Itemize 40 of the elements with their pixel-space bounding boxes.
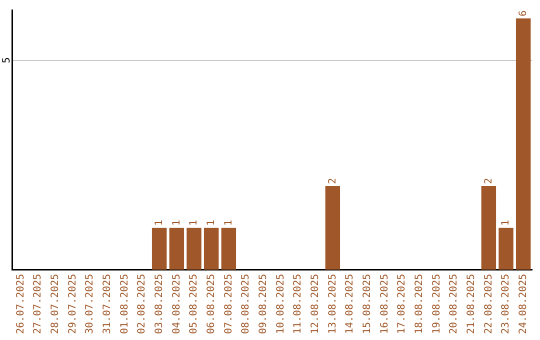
x-tick-label: 12.08.2025 xyxy=(310,274,321,334)
data-label: 1 xyxy=(500,220,512,226)
x-tick-label: 22.08.2025 xyxy=(483,274,494,334)
x-tick-label: 14.08.2025 xyxy=(344,274,356,334)
x-tick-label: 24.08.2025 xyxy=(518,274,529,334)
data-label: 1 xyxy=(171,220,182,226)
x-tick-label: 21.08.2025 xyxy=(466,274,477,334)
x-tick-label: 30.07.2025 xyxy=(84,274,96,334)
x-tick-label: 10.08.2025 xyxy=(275,274,286,334)
x-tick-label: 20.08.2025 xyxy=(448,274,460,334)
x-tick-label: 31.07.2025 xyxy=(102,274,113,334)
data-label: 6 xyxy=(518,10,529,16)
y-tick-label: 5 xyxy=(2,57,13,64)
x-tick-label: 04.08.2025 xyxy=(171,274,182,334)
x-tick-label: 23.08.2025 xyxy=(500,274,512,334)
x-tick-label: 07.08.2025 xyxy=(223,274,234,334)
x-tick-label: 05.08.2025 xyxy=(188,274,200,334)
data-label: 1 xyxy=(206,220,217,226)
x-tick-label: 09.08.2025 xyxy=(258,274,269,334)
data-label: 2 xyxy=(483,178,494,184)
x-tick-label: 11.08.2025 xyxy=(292,274,304,334)
x-tick-label: 27.07.2025 xyxy=(32,274,44,334)
x-tick-label: 02.08.2025 xyxy=(136,274,148,334)
x-tick-label: 16.08.2025 xyxy=(379,274,390,334)
x-tick-label: 28.07.2025 xyxy=(50,274,61,334)
x-tick-label: 06.08.2025 xyxy=(206,274,217,334)
x-tick-label: 19.08.2025 xyxy=(431,274,442,334)
x-tick-label: 03.08.2025 xyxy=(154,274,165,334)
x-tick-label: 01.08.2025 xyxy=(119,274,130,334)
data-label: 1 xyxy=(188,220,200,226)
x-tick-label: 15.08.2025 xyxy=(362,274,373,334)
data-label: 1 xyxy=(154,220,165,226)
data-label: 2 xyxy=(327,178,338,184)
data-label: 1 xyxy=(223,220,234,226)
x-tick-label: 08.08.2025 xyxy=(240,274,252,334)
x-tick-label: 17.08.2025 xyxy=(396,274,408,334)
x-tick-label: 29.07.2025 xyxy=(67,274,78,334)
x-tick-label: 13.08.2025 xyxy=(327,274,338,334)
x-tick-label: 26.07.2025 xyxy=(15,274,26,334)
x-tick-label: 18.08.2025 xyxy=(414,274,425,334)
